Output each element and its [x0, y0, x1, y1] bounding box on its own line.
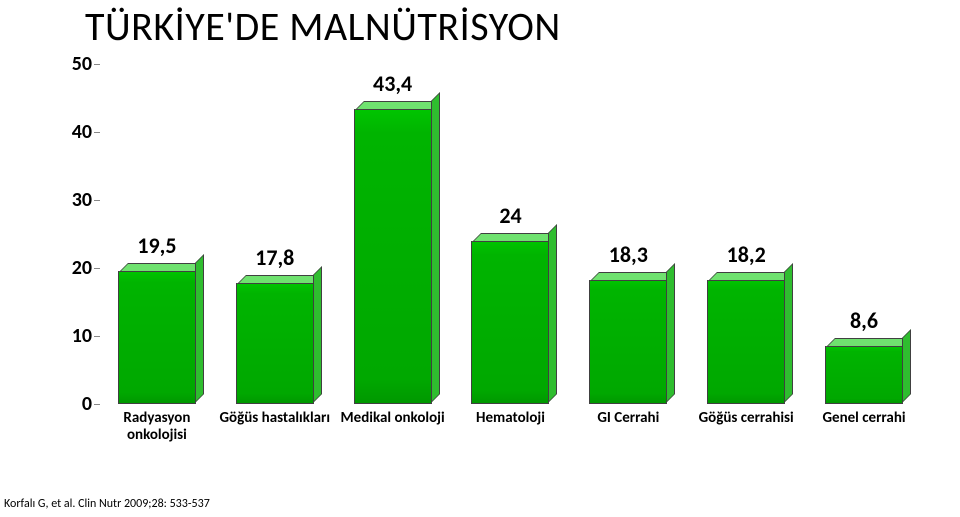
bar-value: 8,6	[826, 307, 902, 334]
ytick-0: 0	[58, 392, 92, 416]
ytick-30: 30	[58, 188, 92, 212]
ytick-20: 20	[58, 256, 92, 280]
xlabel: Radyasyon onkolojisi	[98, 410, 216, 445]
ytick-10: 10	[58, 324, 92, 348]
bar-value: 18,3	[590, 241, 666, 268]
bar: 18,2	[707, 280, 785, 404]
bar-gogus-hast: 17,8	[216, 283, 334, 404]
bar-gi-cerrahi: 18,3	[569, 280, 687, 404]
xlabel: Medikal onkoloji	[334, 410, 452, 427]
x-labels: Radyasyon onkolojisi Göğüs hastalıkları …	[98, 410, 923, 450]
xlabel: GI Cerrahi	[569, 410, 687, 427]
xlabel: Hematoloji	[452, 410, 570, 427]
bar-value: 18,2	[708, 241, 784, 268]
bar-radyasyon: 19,5	[98, 271, 216, 404]
malnutrition-chart: 0 10 20 30 40 50 19,5 17,8 43,4	[58, 64, 923, 444]
bar-hematoloji: 24	[452, 241, 570, 404]
bar: 24	[471, 241, 549, 404]
citation: Korfalı G, et al. Clin Nutr 2009;28: 533…	[4, 497, 210, 511]
bar: 8,6	[825, 346, 903, 404]
ytick-40: 40	[58, 120, 92, 144]
bar-value: 17,8	[237, 244, 313, 271]
bar-value: 43,4	[355, 70, 431, 97]
xlabel: Göğüs hastalıkları	[216, 410, 334, 427]
xlabel: Genel cerrahi	[805, 410, 923, 427]
bar-value: 24	[472, 202, 548, 229]
bar-gogus-cerrahi: 18,2	[687, 280, 805, 404]
bar: 43,4	[354, 109, 432, 404]
plot-area: 19,5 17,8 43,4 24 18,3	[98, 64, 923, 404]
bar-value: 19,5	[119, 232, 195, 259]
bar-medikal-onkoloji: 43,4	[334, 109, 452, 404]
ytick-50: 50	[58, 52, 92, 76]
tickmark	[94, 404, 100, 405]
bar: 18,3	[589, 280, 667, 404]
slide: TÜRKİYE'DE MALNÜTRİSYON 0 10 20 30 40 50…	[0, 0, 960, 517]
bar-genel-cerrahi: 8,6	[805, 346, 923, 404]
page-title: TÜRKİYE'DE MALNÜTRİSYON	[85, 2, 561, 51]
bar: 19,5	[118, 271, 196, 404]
xlabel: Göğüs cerrahisi	[687, 410, 805, 427]
bar: 17,8	[236, 283, 314, 404]
